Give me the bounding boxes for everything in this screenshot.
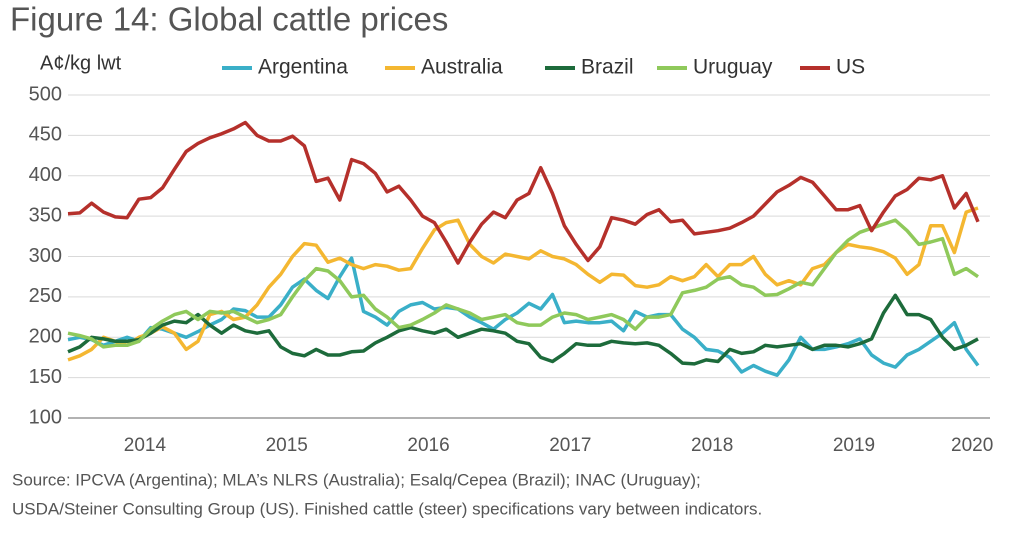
source-line: Source: IPCVA (Argentina); MLA’s NLRS (A… [12, 470, 701, 489]
legend-label: Australia [421, 56, 503, 79]
y-tick-label: 450 [29, 124, 62, 146]
x-tick-label: 2014 [124, 435, 167, 456]
y-tick-label: 300 [29, 245, 62, 267]
series-line [67, 293, 979, 366]
source-line: USDA/Steiner Consulting Group (US). Fini… [12, 499, 762, 518]
legend-label: Uruguay [693, 56, 773, 79]
legend-label: Argentina [258, 56, 348, 79]
x-tick-label: 2015 [266, 435, 308, 456]
y-axis-label: A¢/kg lwt [40, 52, 122, 74]
x-tick-label: 2016 [407, 435, 449, 456]
legend-label: Brazil [581, 56, 634, 79]
y-tick-label: 100 [29, 406, 62, 428]
x-tick-label: 2019 [833, 435, 875, 456]
legend-label: US [836, 56, 865, 79]
chart-title: Figure 14: Global cattle prices [10, 1, 448, 38]
y-tick-label: 500 [29, 83, 62, 105]
x-tick-label: 2018 [691, 435, 733, 456]
series-line [67, 120, 980, 265]
y-tick-label: 200 [29, 326, 62, 348]
series-line [67, 256, 980, 377]
y-tick-label: 400 [29, 164, 62, 186]
y-tick-label: 150 [29, 366, 62, 388]
y-tick-label: 250 [29, 285, 62, 307]
x-tick-label: 2017 [549, 435, 591, 456]
y-tick-label: 350 [29, 204, 62, 226]
x-tick-label: 2020 [951, 435, 993, 456]
series-line [67, 218, 979, 349]
